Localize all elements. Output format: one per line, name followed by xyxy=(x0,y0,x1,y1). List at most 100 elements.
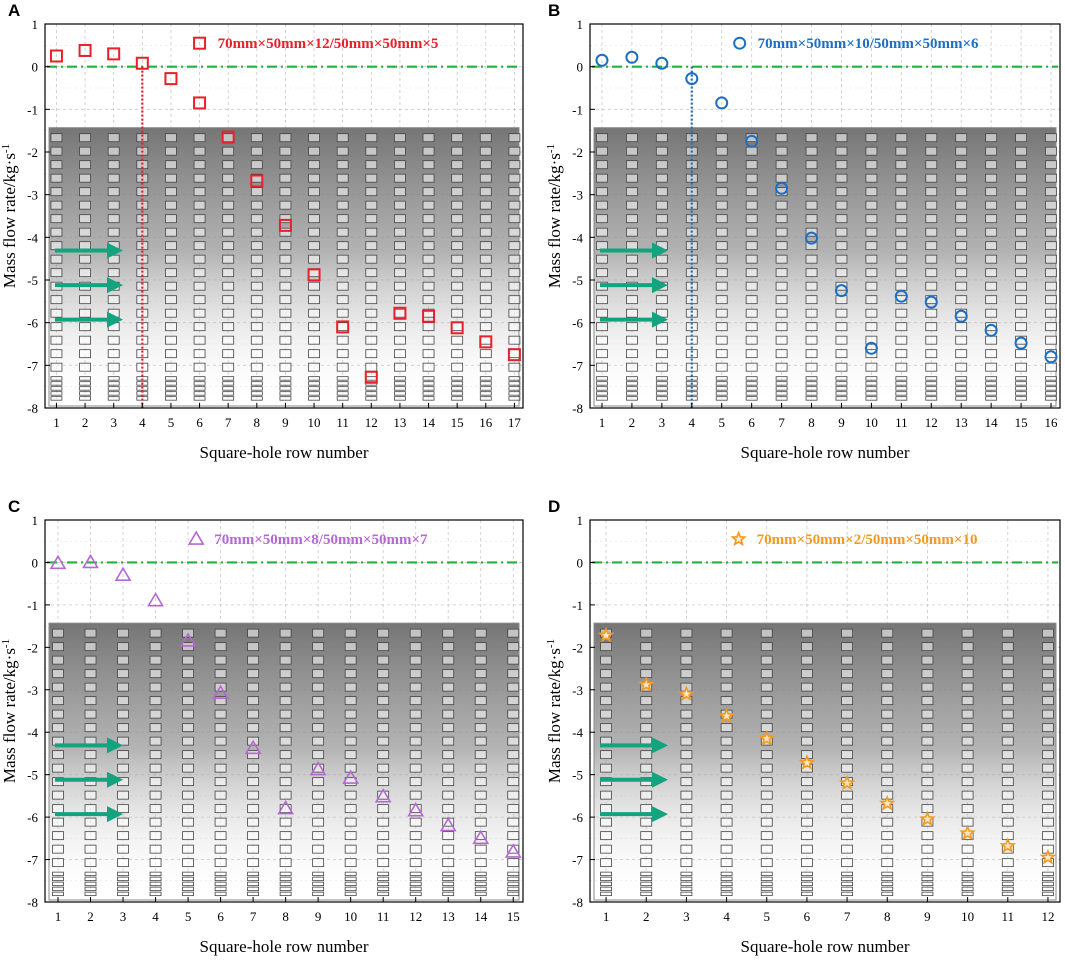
square-hole xyxy=(250,268,263,278)
x-tick-label: 2 xyxy=(629,415,636,430)
square-hole xyxy=(214,891,227,897)
square-hole xyxy=(365,227,378,237)
x-tick-label: 1 xyxy=(599,415,606,430)
data-point-0 xyxy=(49,49,63,63)
x-tick-label: 14 xyxy=(985,415,999,430)
square-hole xyxy=(136,160,149,170)
square-hole xyxy=(247,876,260,882)
square-hole xyxy=(640,723,653,733)
square-hole xyxy=(409,881,422,887)
x-tick-label: 16 xyxy=(1045,415,1059,430)
square-hole xyxy=(961,709,974,719)
square-hole xyxy=(214,817,227,827)
x-tick-label: 8 xyxy=(254,415,261,430)
square-hole xyxy=(1015,295,1027,305)
x-ticks: 1 2 3 4 5 6 7 8 9 10 11 12 xyxy=(603,897,1054,924)
square-hole xyxy=(1015,268,1027,278)
square-hole xyxy=(1001,655,1014,665)
square-hole xyxy=(84,817,97,827)
square-hole xyxy=(835,381,848,386)
square-hole xyxy=(1015,227,1027,237)
square-hole xyxy=(640,804,653,814)
square-hole xyxy=(222,335,235,345)
square-hole xyxy=(165,376,177,381)
x-tick-label: 14 xyxy=(474,909,488,924)
square-hole xyxy=(895,386,908,391)
square-hole xyxy=(775,133,788,143)
square-hole xyxy=(865,268,878,278)
square-hole xyxy=(50,396,63,401)
square-hole xyxy=(1015,133,1027,143)
square-hole xyxy=(344,858,357,868)
square-hole xyxy=(474,871,487,877)
square-hole xyxy=(508,386,521,391)
legend-label: 70mm×50mm×2/50mm×50mm×10 xyxy=(757,532,978,548)
square-hole xyxy=(344,881,357,887)
square-hole xyxy=(720,858,733,868)
square-hole xyxy=(1042,763,1054,773)
data-point-5 xyxy=(164,72,178,86)
square-hole xyxy=(640,696,653,706)
square-hole xyxy=(925,214,938,224)
square-hole xyxy=(365,133,378,143)
data-point-3 xyxy=(685,72,699,86)
square-hole xyxy=(107,391,120,396)
square-hole xyxy=(50,187,63,197)
square-hole xyxy=(655,160,668,170)
square-hole xyxy=(1001,642,1014,652)
y-tick-label: -6 xyxy=(572,810,583,825)
square-hole xyxy=(193,268,206,278)
square-hole xyxy=(50,295,63,305)
square-hole xyxy=(775,160,788,170)
square-hole xyxy=(79,381,91,386)
y-tick-label: -7 xyxy=(27,358,38,373)
square-hole xyxy=(626,146,638,156)
square-hole xyxy=(600,682,612,692)
square-hole xyxy=(365,241,378,251)
x-tick-label: 4 xyxy=(689,415,696,430)
legend-label: 70mm×50mm×8/50mm×50mm×7 xyxy=(214,532,428,548)
square-hole xyxy=(312,886,325,892)
square-hole xyxy=(117,696,129,706)
square-hole xyxy=(895,214,908,224)
square-hole xyxy=(182,817,194,827)
data-point-10 xyxy=(307,268,321,282)
square-hole xyxy=(775,146,788,156)
square-hole xyxy=(344,831,357,841)
square-hole xyxy=(680,891,693,897)
x-tick-label: 2 xyxy=(643,909,650,924)
square-hole xyxy=(801,881,813,887)
square-hole xyxy=(308,376,320,381)
square-hole xyxy=(961,682,974,692)
square-hole xyxy=(985,214,998,224)
square-hole xyxy=(640,886,653,892)
square-hole xyxy=(214,777,227,787)
square-hole xyxy=(422,381,435,386)
square-hole xyxy=(222,227,235,237)
x-axis-title: Square-hole row number xyxy=(740,443,909,462)
data-point-6 xyxy=(745,134,759,148)
square-hole xyxy=(442,831,455,841)
square-hole xyxy=(745,391,758,396)
square-hole xyxy=(600,750,612,760)
square-hole xyxy=(841,817,853,827)
data-point-2 xyxy=(107,47,121,61)
square-hole xyxy=(365,349,378,359)
square-hole xyxy=(50,308,63,318)
square-hole xyxy=(1042,709,1054,719)
x-tick-label: 7 xyxy=(225,415,232,430)
square-hole xyxy=(117,763,129,773)
square-hole xyxy=(508,146,521,156)
square-hole xyxy=(720,750,733,760)
y-axis-title-superscript: -1 xyxy=(0,144,12,153)
square-hole xyxy=(1001,669,1014,679)
square-hole xyxy=(626,254,638,264)
square-hole xyxy=(84,750,97,760)
square-hole xyxy=(247,831,260,841)
square-hole xyxy=(1001,709,1014,719)
structure-illustration xyxy=(48,622,520,901)
square-hole xyxy=(409,891,422,897)
x-tick-label: 13 xyxy=(393,415,406,430)
square-hole xyxy=(508,362,521,372)
square-hole xyxy=(626,386,638,391)
